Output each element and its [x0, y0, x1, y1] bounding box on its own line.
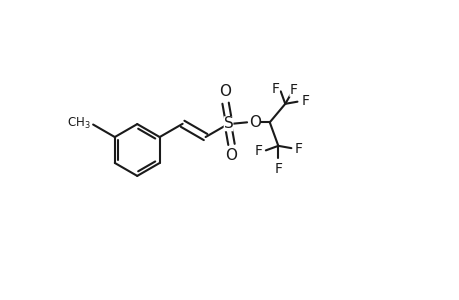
Text: F: F	[301, 94, 308, 108]
Text: F: F	[289, 83, 297, 97]
Text: O: O	[248, 115, 260, 130]
Text: F: F	[255, 144, 263, 158]
Text: F: F	[274, 162, 282, 176]
Text: F: F	[294, 142, 302, 156]
Text: S: S	[223, 116, 233, 131]
Text: F: F	[271, 82, 279, 96]
Text: O: O	[219, 84, 231, 99]
Text: CH$_3$: CH$_3$	[67, 116, 90, 131]
Text: O: O	[225, 148, 237, 163]
